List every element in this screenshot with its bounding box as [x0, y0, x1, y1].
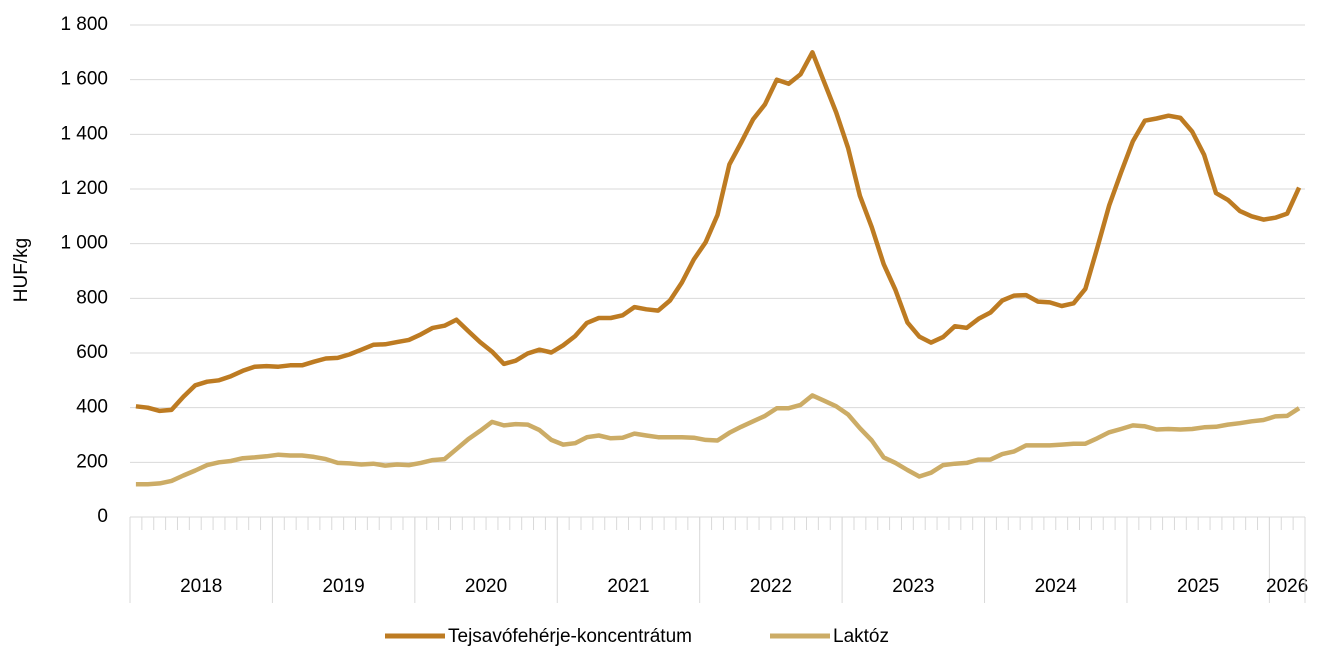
x-tick-label: 2026: [1266, 576, 1308, 597]
x-tick-label: 2025: [1177, 576, 1219, 597]
legend-label: Tejsavófehérje-koncentrátum: [448, 626, 692, 647]
x-tick-label: 2022: [750, 576, 792, 597]
x-tick-label: 2021: [607, 576, 649, 597]
y-tick-label: 800: [76, 287, 108, 308]
y-tick-label: 0: [97, 506, 108, 527]
y-tick-label: 600: [76, 342, 108, 363]
x-tick-label: 2018: [180, 576, 222, 597]
x-tick-label: 2019: [322, 576, 364, 597]
y-tick-label: 1 000: [60, 233, 108, 254]
x-tick-label: 2023: [892, 576, 934, 597]
series-line: [135, 393, 1301, 487]
y-axis-label: HUF/kg: [11, 238, 32, 302]
y-tick-label: 200: [76, 451, 108, 472]
y-tick-label: 1 200: [60, 178, 108, 199]
y-tick-label: 1 600: [60, 69, 108, 90]
y-tick-label: 1 400: [60, 123, 108, 144]
series-line: [135, 50, 1302, 414]
y-tick-label: 1 800: [60, 14, 108, 35]
x-tick-label: 2020: [465, 576, 507, 597]
y-tick-label: 400: [76, 397, 108, 418]
legend-label: Laktóz: [833, 626, 889, 647]
x-tick-label: 2024: [1035, 576, 1078, 597]
